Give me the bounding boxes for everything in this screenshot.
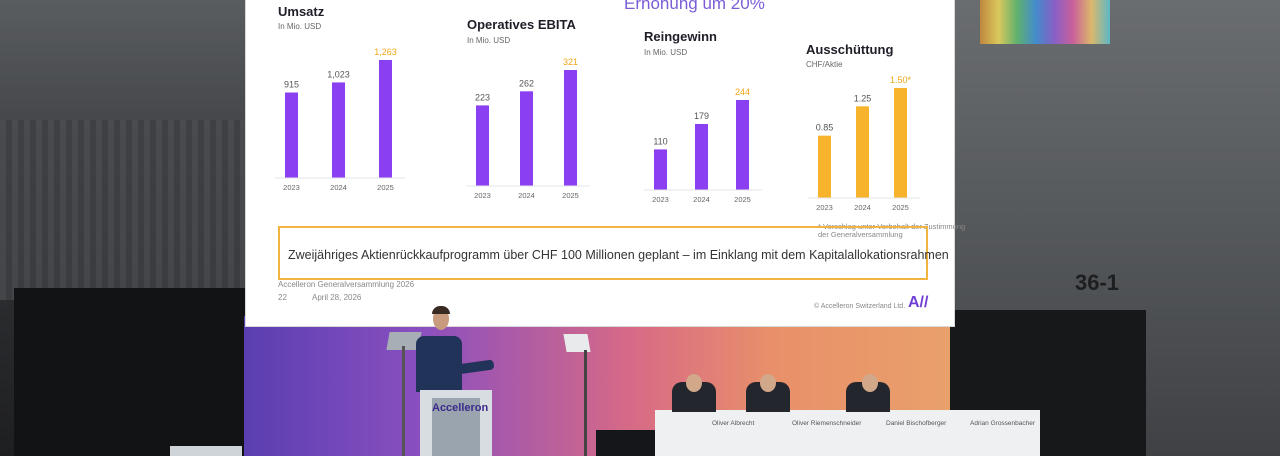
value-label-3-2025: 1.50*	[890, 75, 912, 85]
panelist-2-head	[760, 374, 776, 392]
bar-1-2023	[476, 105, 489, 186]
category-label-1-2023: 2023	[474, 191, 491, 200]
slide-headline: Erhöhung um 20%	[624, 0, 765, 13]
value-label-0-2023: 915	[284, 80, 299, 90]
nameplate-1: Oliver Albrecht	[712, 420, 755, 427]
callout-text: Zweijähriges Aktienrückkaufprogramm über…	[288, 248, 949, 262]
panel-table	[655, 410, 1040, 456]
slide-date: April 28, 2026	[312, 293, 362, 302]
value-label-0-2025: 1,263	[374, 47, 397, 57]
callout-box	[278, 226, 928, 280]
footnote-line2: der Generalversammlung	[818, 230, 903, 239]
projection-screen: Erhöhung um 20% Umsatz In Mio. USD Opera…	[246, 0, 965, 326]
stage-prop	[170, 446, 242, 456]
value-label-2-2024: 179	[694, 111, 709, 121]
value-label-2-2023: 110	[653, 136, 667, 146]
chart-title-reingewinn: Reingewinn	[644, 29, 717, 44]
value-label-1-2023: 223	[475, 92, 490, 102]
bar-charts: 915 2023 1,023 2024 1,263 2025 223 2023 262 2024 3…	[275, 47, 920, 212]
category-label-1-2024: 2024	[518, 191, 535, 200]
bar-0-2023	[285, 92, 298, 178]
bar-0-2024	[332, 82, 345, 178]
bar-1-2025	[564, 70, 577, 186]
nameplate-3: Daniel Bischofberger	[886, 420, 947, 427]
category-label-3-2025: 2025	[892, 203, 909, 212]
left-curtain	[0, 120, 246, 300]
chart-unit-ebita: In Mio. USD	[467, 36, 511, 45]
bar-2-2024	[695, 123, 708, 190]
wall-number: 36-1	[1075, 270, 1120, 295]
bar-2-2023	[654, 149, 667, 190]
category-label-1-2025: 2025	[562, 191, 579, 200]
copyright: © Accelleron Switzerland Ltd.	[814, 303, 906, 310]
bar-1-2024	[520, 91, 533, 186]
panelist-1-head	[686, 374, 702, 392]
category-label-3-2023: 2023	[816, 203, 833, 212]
stage-left-panel	[14, 288, 246, 456]
bar-2-2025	[736, 100, 749, 190]
event-name: Accelleron Generalversammlung 2026	[278, 280, 415, 289]
category-label-2-2023: 2023	[652, 195, 669, 204]
stained-glass-window	[980, 0, 1110, 44]
category-label-3-2024: 2024	[854, 203, 871, 212]
chart-title-umsatz: Umsatz	[278, 4, 325, 19]
value-label-3-2023: 0.85	[816, 123, 834, 133]
value-label-0-2024: 1,023	[327, 69, 350, 79]
value-label-1-2024: 262	[519, 78, 534, 88]
value-label-2-2025: 244	[735, 87, 750, 97]
bar-3-2023	[818, 135, 831, 198]
category-label-0-2023: 2023	[283, 183, 300, 192]
chart-title-ausschuettung: Ausschüttung	[806, 42, 894, 57]
bar-0-2025	[379, 60, 392, 178]
teleprompter-stand-right	[584, 350, 587, 456]
chart-title-ebita: Operatives EBITA	[467, 17, 576, 32]
chart-unit-reingewinn: In Mio. USD	[644, 48, 688, 57]
value-label-1-2025: 321	[563, 57, 578, 67]
stage-monitor	[596, 430, 666, 456]
podium-brand: Accelleron	[432, 402, 489, 414]
teleprompter-stand-left	[402, 346, 405, 456]
nameplate-2: Oliver Riemenschneider	[792, 420, 862, 427]
chart-unit-ausschuettung: CHF/Aktie	[806, 60, 843, 69]
category-label-0-2025: 2025	[377, 183, 394, 192]
accelleron-logo: A//	[908, 294, 929, 311]
category-label-0-2024: 2024	[330, 183, 347, 192]
speaker-body	[416, 336, 462, 392]
category-label-2-2024: 2024	[693, 195, 710, 204]
bar-3-2024	[856, 106, 869, 198]
category-label-2-2025: 2025	[734, 195, 751, 204]
nameplate-4: Adrian Grossenbacher	[970, 420, 1036, 427]
panelist-3-head	[862, 374, 878, 392]
speaker-hair	[432, 306, 450, 314]
bar-3-2025	[894, 88, 907, 198]
value-label-3-2024: 1.25	[854, 93, 872, 103]
page-number: 22	[278, 293, 287, 302]
chart-unit-umsatz: In Mio. USD	[278, 22, 322, 31]
podium-panel	[432, 398, 480, 456]
